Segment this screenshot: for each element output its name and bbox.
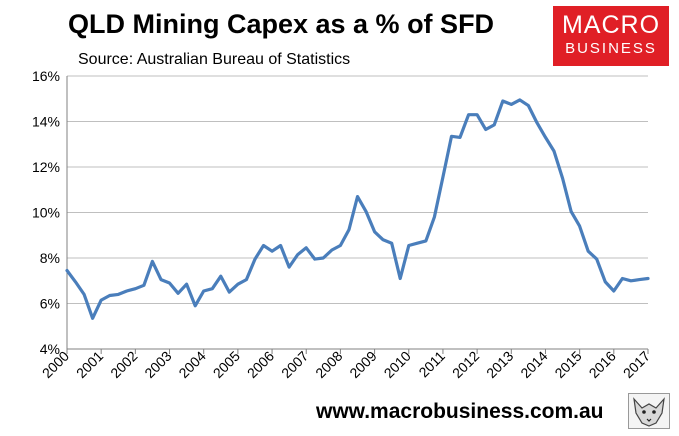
y-tick-label: 16%: [32, 68, 60, 84]
y-tick-label: 12%: [32, 159, 60, 175]
grid-lines: [67, 75, 648, 350]
fox-mascot-icon: [628, 393, 670, 429]
series-lines: [65, 98, 650, 320]
website-url: www.macrobusiness.com.au: [316, 400, 604, 423]
macrobusiness-logo: MACRO BUSINESS: [553, 6, 669, 66]
x-axis-tick-labels: 2000 2001 2002 2003 2004 2005 2006 2007 2008 2009…: [39, 348, 653, 381]
chart-subtitle: Source: Australian Bureau of Statistics: [78, 51, 351, 68]
logo-line-2: BUSINESS: [565, 40, 657, 57]
logo-line-1: MACRO: [561, 11, 661, 39]
y-tick-label: 14%: [32, 114, 60, 130]
y-tick-label: 4%: [40, 341, 60, 357]
y-tick-label: 10%: [32, 205, 60, 221]
chart-title: QLD Mining Capex as a % of SFD: [68, 9, 495, 39]
y-tick-label: 6%: [40, 296, 60, 312]
series-line: [65, 98, 650, 320]
x-axis: [66, 76, 649, 354]
y-tick-label: 8%: [40, 250, 60, 266]
y-axis-tick-labels: 4% 6% 8% 10% 12% 14% 16%: [32, 68, 60, 357]
